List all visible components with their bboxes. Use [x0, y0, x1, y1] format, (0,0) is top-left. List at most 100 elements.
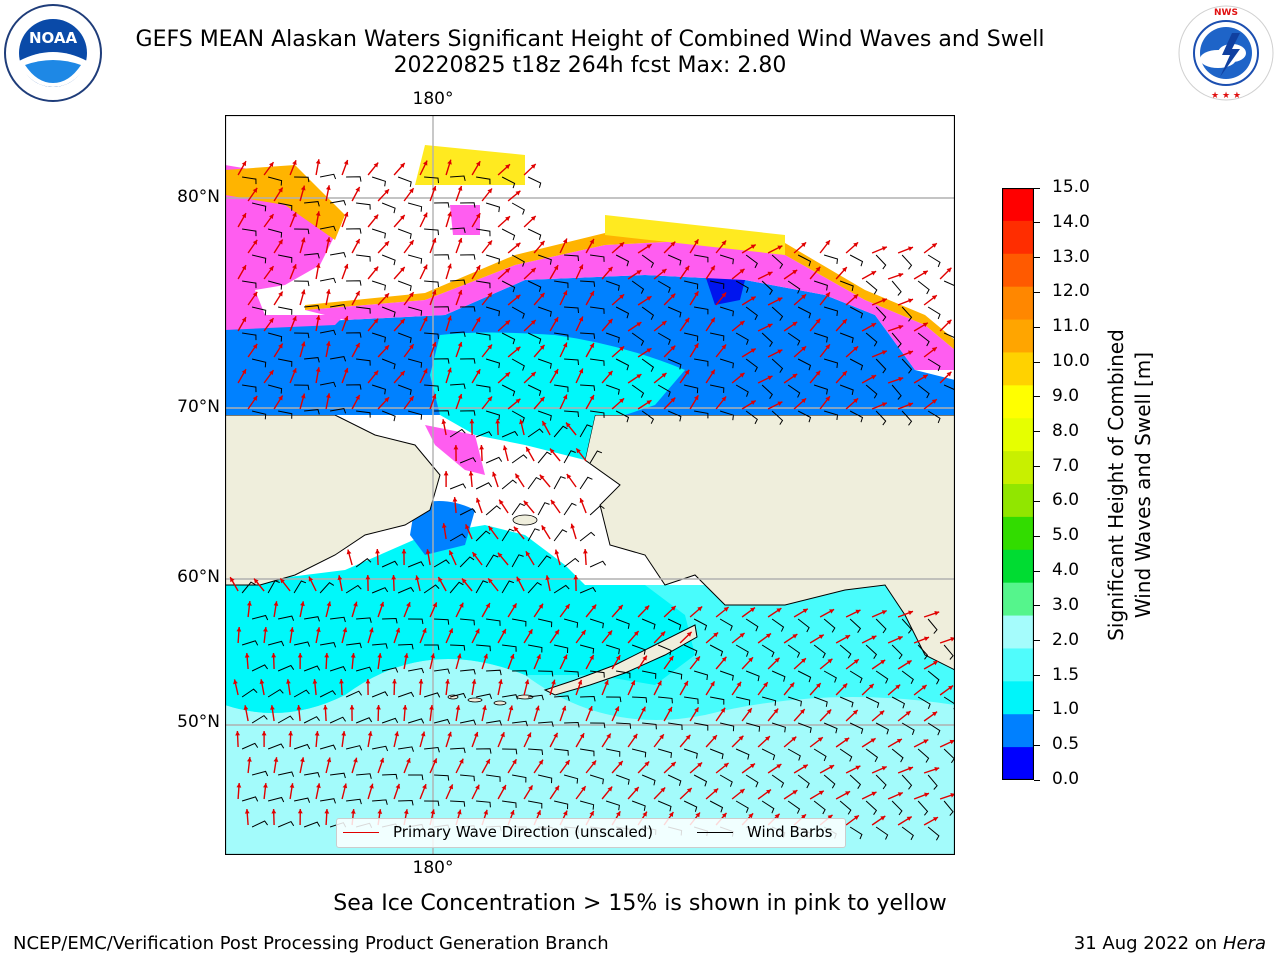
wind-barb: [398, 746, 414, 752]
legend-barb-swatch: [697, 831, 733, 833]
wave-arrow-head: [853, 242, 859, 248]
wind-barb: [797, 670, 812, 683]
wave-arrow-head: [632, 733, 638, 739]
wind-barb: [590, 254, 605, 262]
colorbar-swatch: [1002, 286, 1034, 321]
wind-barb: [267, 580, 280, 594]
wind-barb: [590, 358, 605, 366]
wave-arrow-head: [932, 711, 938, 717]
wave-arrow-head: [476, 497, 481, 503]
wind-barb: [397, 228, 412, 239]
wind-barb: [502, 644, 517, 652]
wave-arrow-head: [235, 731, 240, 736]
wave-arrow-head: [871, 323, 877, 328]
wave-arrow-head: [825, 396, 830, 402]
wind-barb: [797, 618, 810, 633]
wind-barb: [683, 384, 699, 394]
land-alaska-peninsula: [543, 624, 698, 696]
wind-barb: [434, 774, 450, 781]
wave-arrow-head: [431, 342, 437, 347]
wave-arrow-head: [459, 602, 464, 608]
wave-arrow-head: [501, 629, 506, 634]
wind-barb: [537, 502, 550, 516]
wind-barb: [849, 670, 863, 684]
wave-arrow-head: [844, 737, 850, 743]
wave-arrow-head: [400, 163, 405, 168]
wave-arrow-head: [423, 160, 428, 166]
wave-arrow-head: [615, 655, 621, 661]
wind-barb: [667, 670, 683, 680]
wind-barb: [346, 280, 362, 286]
wind-barb: [580, 695, 596, 702]
wind-barb: [527, 384, 542, 396]
nws-logo-icon: NWS ★ ★ ★: [1176, 3, 1276, 103]
wind-barb: [709, 280, 725, 289]
wave-arrow-head: [252, 343, 258, 349]
wave-arrow-head: [409, 240, 414, 246]
wind-barb: [486, 669, 502, 676]
wind-barb: [512, 774, 527, 783]
wind-barb: [771, 358, 784, 373]
wave-arrow-head: [297, 653, 303, 658]
wave-arrow-head: [278, 395, 283, 401]
wind-barb: [605, 800, 620, 811]
wind-barb: [304, 305, 320, 311]
wind-barb: [554, 748, 569, 756]
wind-barb: [668, 722, 683, 731]
wind-barb: [381, 667, 399, 673]
wind-barb: [683, 800, 698, 812]
wind-barb: [694, 254, 709, 263]
wave-arrow-head: [487, 396, 492, 402]
wind-barb: [485, 254, 501, 265]
wave-arrow-head: [736, 681, 742, 687]
wind-barb: [330, 616, 346, 623]
wave-arrow-head: [384, 189, 389, 195]
wave-arrow-head: [721, 396, 727, 402]
wind-barb: [875, 306, 887, 322]
wave-arrow-head: [801, 658, 806, 663]
wind-barb: [839, 332, 854, 343]
colorbar-tick-mark: [1034, 291, 1040, 293]
wind-barb: [251, 306, 267, 316]
wind-barb: [527, 428, 544, 438]
wave-arrow-head: [879, 710, 885, 716]
wind-barb: [735, 644, 749, 657]
wind-barb: [943, 280, 955, 287]
wind-barb: [745, 306, 758, 321]
wind-barb: [277, 820, 295, 828]
wind-barb: [304, 253, 320, 259]
wind-barb: [553, 584, 570, 594]
colorbar-tick-mark: [1034, 326, 1040, 328]
wind-barb: [658, 696, 673, 704]
wave-arrow-head: [432, 758, 437, 764]
wind-barb: [242, 332, 257, 341]
wind-barb: [631, 800, 646, 811]
wave-arrow-head: [441, 419, 447, 425]
wave-arrow-head: [501, 785, 506, 790]
wind-barb: [345, 690, 363, 698]
wind-barb: [865, 280, 878, 295]
wind-barb: [434, 618, 450, 625]
wind-barb: [537, 451, 552, 464]
colorbar-tick-label: 0.0: [1052, 769, 1080, 789]
wind-barb: [875, 410, 887, 426]
wave-arrow-head: [526, 732, 532, 738]
wave-arrow-head: [423, 212, 428, 218]
wave-arrow-head: [801, 294, 807, 300]
wind-barb: [528, 800, 543, 809]
wave-arrow-head: [750, 763, 755, 769]
wave-arrow-head: [607, 266, 613, 272]
wind-barb: [943, 384, 955, 391]
wind-barb: [684, 696, 699, 705]
wind-barb: [293, 743, 311, 750]
wave-arrow-head: [373, 162, 379, 168]
wind-barb: [787, 644, 801, 658]
wind-barb: [241, 640, 259, 646]
wave-arrow-head: [326, 185, 331, 191]
wave-arrow-head: [233, 679, 238, 685]
wind-barb: [434, 202, 450, 208]
wave-arrow-head: [721, 292, 727, 298]
wave-arrow-head: [355, 186, 360, 192]
wave-arrow-head: [634, 787, 639, 792]
wave-arrow-head: [316, 627, 321, 633]
